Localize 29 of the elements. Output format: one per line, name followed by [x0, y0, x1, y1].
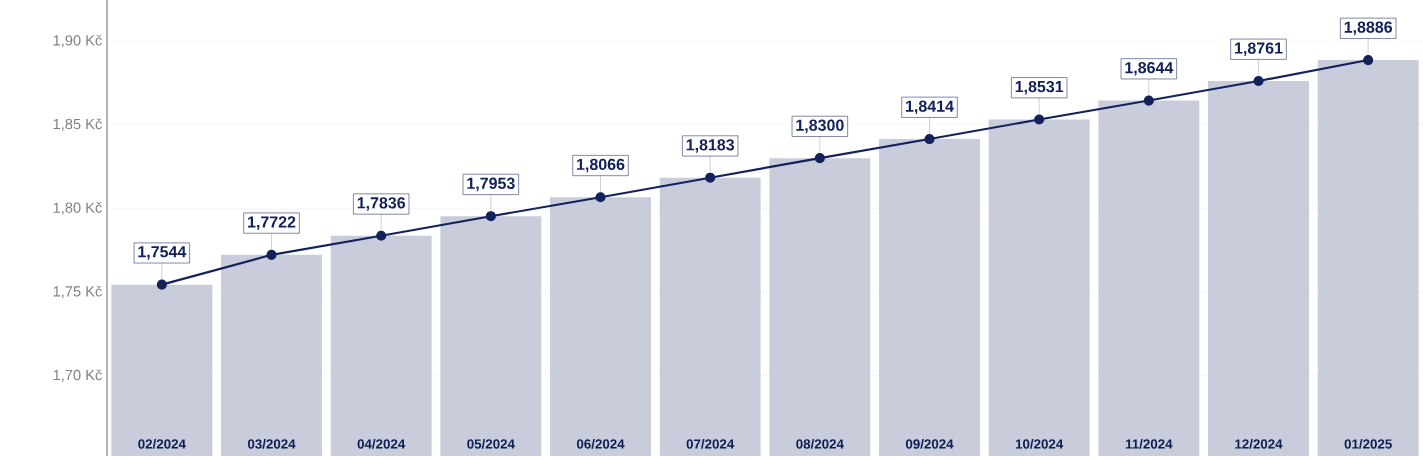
x-tick-label: 08/2024: [796, 438, 844, 449]
y-tick-label: 1,70 Kč: [53, 369, 102, 382]
data-label: 1,8886: [1344, 21, 1393, 36]
x-tick-label: 06/2024: [576, 438, 625, 449]
x-tick-label: 03/2024: [247, 438, 296, 449]
data-label: 1,8066: [577, 158, 625, 173]
x-tick-label: 07/2024: [686, 438, 735, 449]
data-label: 1,8644: [1125, 61, 1174, 76]
x-tick-label: 09/2024: [905, 438, 954, 449]
data-label: 1,8300: [796, 119, 844, 134]
data-label: 1,8183: [686, 139, 735, 153]
data-label: 1,8414: [906, 100, 954, 115]
data-label: 1,8531: [1015, 80, 1064, 95]
y-tick-label: 1,90 Kč: [53, 34, 102, 48]
x-tick-label: 10/2024: [1015, 438, 1064, 449]
x-tick-label: 12/2024: [1235, 438, 1283, 449]
data-label: 1,7544: [138, 246, 187, 260]
x-tick-label: 04/2024: [357, 438, 406, 449]
data-label: 1,8761: [1235, 42, 1283, 57]
y-tick-label: 1,75 Kč: [53, 285, 102, 299]
data-label: 1,7953: [467, 177, 515, 192]
y-tick-label: 1,85 Kč: [53, 118, 102, 131]
data-label: 1,7722: [248, 216, 296, 230]
x-tick-label: 01/2025: [1344, 438, 1392, 449]
data-label: 1,7836: [357, 197, 406, 211]
x-tick-label: 05/2024: [467, 438, 515, 449]
x-tick-label: 11/2024: [1125, 438, 1173, 449]
x-tick-label: 02/2024: [138, 438, 186, 449]
y-tick-label: 1,80 Kč: [53, 202, 102, 215]
